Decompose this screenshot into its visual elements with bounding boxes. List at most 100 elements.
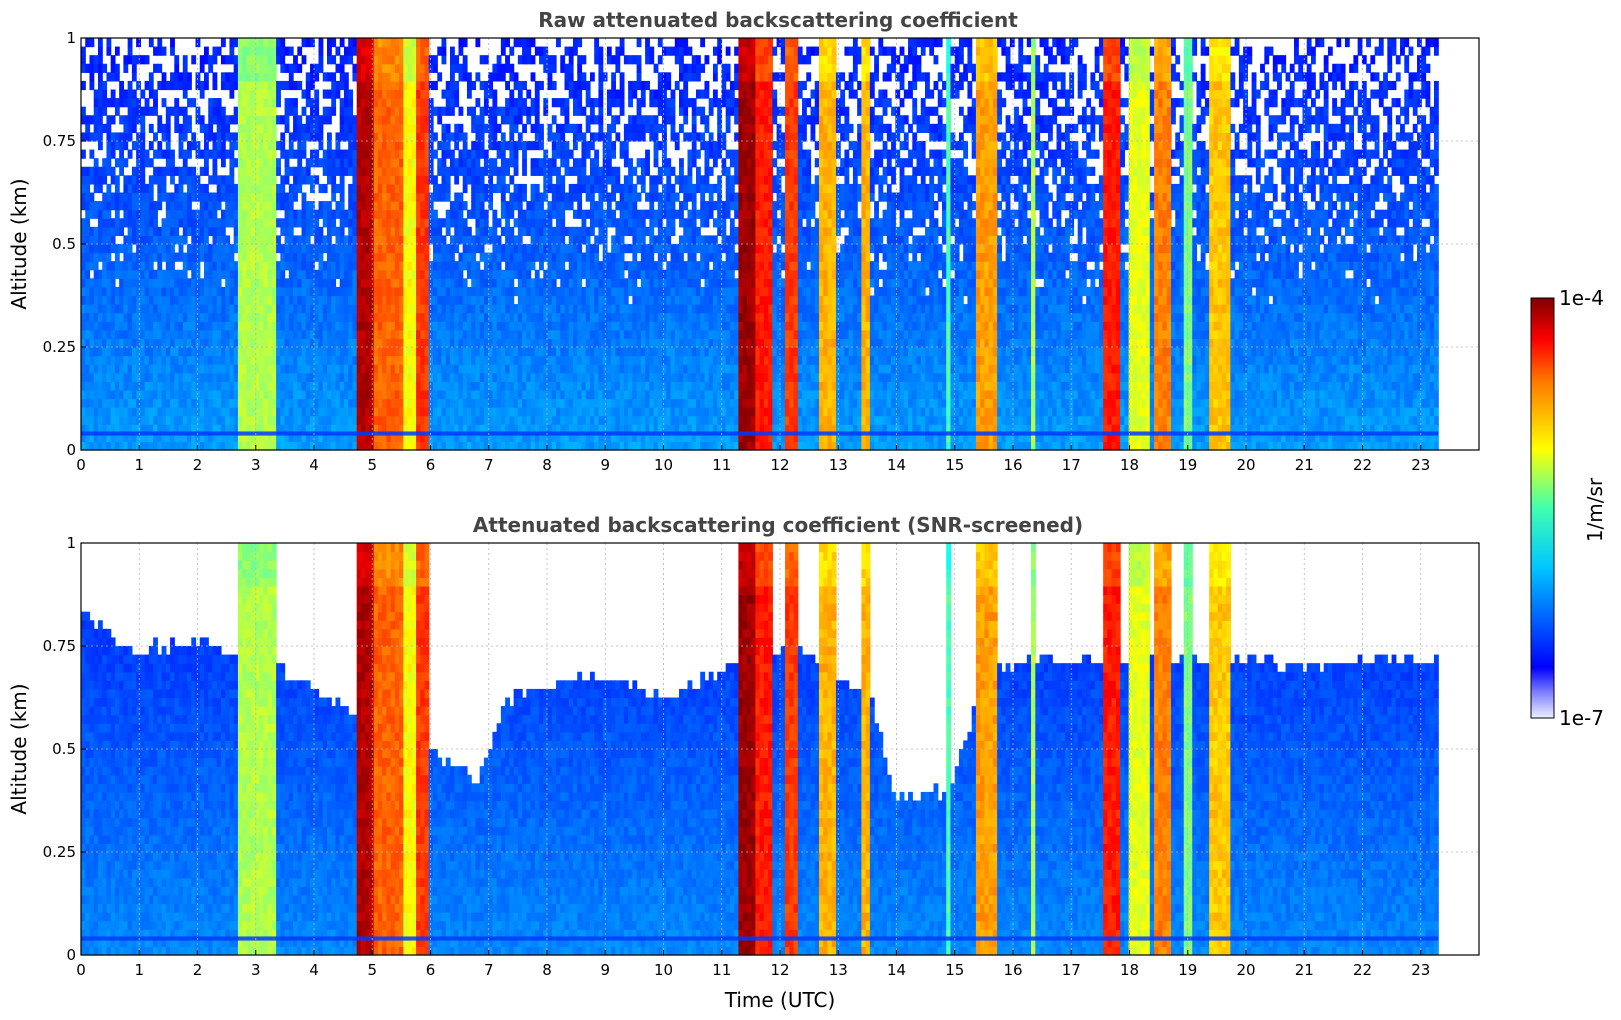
heatmap-cell bbox=[391, 90, 396, 99]
heatmap-cell bbox=[412, 201, 417, 210]
heatmap-cell bbox=[272, 47, 277, 56]
heatmap-cell bbox=[132, 321, 137, 330]
heatmap-cell bbox=[280, 193, 285, 202]
heatmap-cell bbox=[471, 167, 476, 176]
heatmap-cell bbox=[556, 193, 561, 202]
heatmap-cell bbox=[306, 390, 311, 399]
heatmap-cell bbox=[335, 184, 340, 193]
heatmap-cell bbox=[416, 321, 421, 330]
heatmap-cell bbox=[454, 98, 459, 107]
heatmap-cell bbox=[119, 150, 124, 159]
heatmap-cell bbox=[302, 313, 307, 322]
heatmap-cell bbox=[149, 270, 154, 279]
heatmap-cell bbox=[560, 441, 565, 450]
heatmap-cell bbox=[352, 38, 357, 47]
heatmap-cell bbox=[531, 107, 536, 116]
heatmap-cell bbox=[518, 55, 523, 64]
heatmap-cell bbox=[196, 416, 201, 425]
heatmap-cell bbox=[140, 330, 145, 339]
heatmap-cell bbox=[497, 407, 502, 416]
heatmap-cell bbox=[149, 184, 154, 193]
heatmap-cell bbox=[374, 347, 379, 356]
heatmap-cell bbox=[196, 244, 201, 253]
heatmap-cell bbox=[556, 218, 561, 227]
heatmap-cell bbox=[548, 227, 553, 236]
heatmap-cell bbox=[442, 47, 447, 56]
heatmap-cell bbox=[463, 167, 468, 176]
heatmap-cell bbox=[242, 321, 247, 330]
heatmap-cell bbox=[403, 296, 408, 305]
heatmap-cell bbox=[454, 193, 459, 202]
heatmap-cell bbox=[577, 407, 582, 416]
heatmap-cell bbox=[505, 115, 510, 124]
heatmap-cell bbox=[225, 132, 230, 141]
heatmap-cell bbox=[509, 175, 514, 184]
heatmap-cell bbox=[183, 150, 188, 159]
heatmap-cell bbox=[85, 244, 90, 253]
heatmap-cell bbox=[111, 98, 116, 107]
heatmap-cell bbox=[518, 381, 523, 390]
heatmap-cell bbox=[531, 321, 536, 330]
heatmap-cell bbox=[497, 399, 502, 408]
heatmap-cell bbox=[420, 261, 425, 270]
heatmap-cell bbox=[81, 193, 86, 202]
heatmap-cell bbox=[348, 364, 353, 373]
heatmap-cell bbox=[403, 158, 408, 167]
heatmap-cell bbox=[319, 373, 324, 382]
heatmap-cell bbox=[369, 381, 374, 390]
heatmap-cell bbox=[552, 184, 557, 193]
heatmap-cell bbox=[111, 141, 116, 150]
heatmap-cell bbox=[590, 253, 595, 262]
heatmap-cell bbox=[425, 90, 430, 99]
heatmap-cell bbox=[484, 158, 489, 167]
heatmap-cell bbox=[289, 184, 294, 193]
heatmap-cell bbox=[102, 124, 107, 133]
heatmap-cell bbox=[212, 218, 217, 227]
heatmap-cell bbox=[319, 304, 324, 313]
heatmap-cell bbox=[196, 107, 201, 116]
heatmap-cell bbox=[552, 407, 557, 416]
heatmap-cell bbox=[408, 313, 413, 322]
heatmap-cell bbox=[331, 38, 336, 47]
heatmap-cell bbox=[280, 278, 285, 287]
heatmap-cell bbox=[348, 278, 353, 287]
heatmap-cell bbox=[128, 399, 133, 408]
heatmap-cell bbox=[365, 218, 370, 227]
heatmap-cell bbox=[238, 373, 243, 382]
heatmap-cell bbox=[395, 356, 400, 365]
heatmap-cell bbox=[378, 364, 383, 373]
heatmap-cell bbox=[272, 72, 277, 81]
heatmap-cell bbox=[238, 416, 243, 425]
heatmap-cell bbox=[340, 98, 345, 107]
heatmap-cell bbox=[238, 278, 243, 287]
heatmap-cell bbox=[246, 107, 251, 116]
heatmap-cell bbox=[365, 47, 370, 56]
heatmap-cell bbox=[98, 356, 103, 365]
heatmap-cell bbox=[111, 313, 116, 322]
heatmap-cell bbox=[89, 64, 94, 73]
heatmap-cell bbox=[531, 158, 536, 167]
heatmap-cell bbox=[327, 399, 332, 408]
heatmap-cell bbox=[259, 150, 264, 159]
heatmap-cell bbox=[408, 356, 413, 365]
heatmap-cell bbox=[526, 381, 531, 390]
heatmap-cell bbox=[535, 90, 540, 99]
heatmap-cell bbox=[285, 416, 290, 425]
heatmap-cell bbox=[454, 141, 459, 150]
heatmap-cell bbox=[501, 141, 506, 150]
heatmap-cell bbox=[136, 347, 141, 356]
heatmap-cell bbox=[187, 364, 192, 373]
heatmap-cell bbox=[123, 381, 128, 390]
heatmap-cell bbox=[416, 399, 421, 408]
heatmap-cell bbox=[539, 261, 544, 270]
heatmap-cell bbox=[348, 47, 353, 56]
heatmap-cell bbox=[212, 150, 217, 159]
heatmap-cell bbox=[293, 210, 298, 219]
heatmap-cell bbox=[98, 296, 103, 305]
heatmap-cell bbox=[259, 313, 264, 322]
heatmap-cell bbox=[471, 115, 476, 124]
heatmap-cell bbox=[183, 218, 188, 227]
heatmap-cell bbox=[581, 390, 586, 399]
heatmap-cell bbox=[382, 47, 387, 56]
heatmap-cell bbox=[484, 167, 489, 176]
